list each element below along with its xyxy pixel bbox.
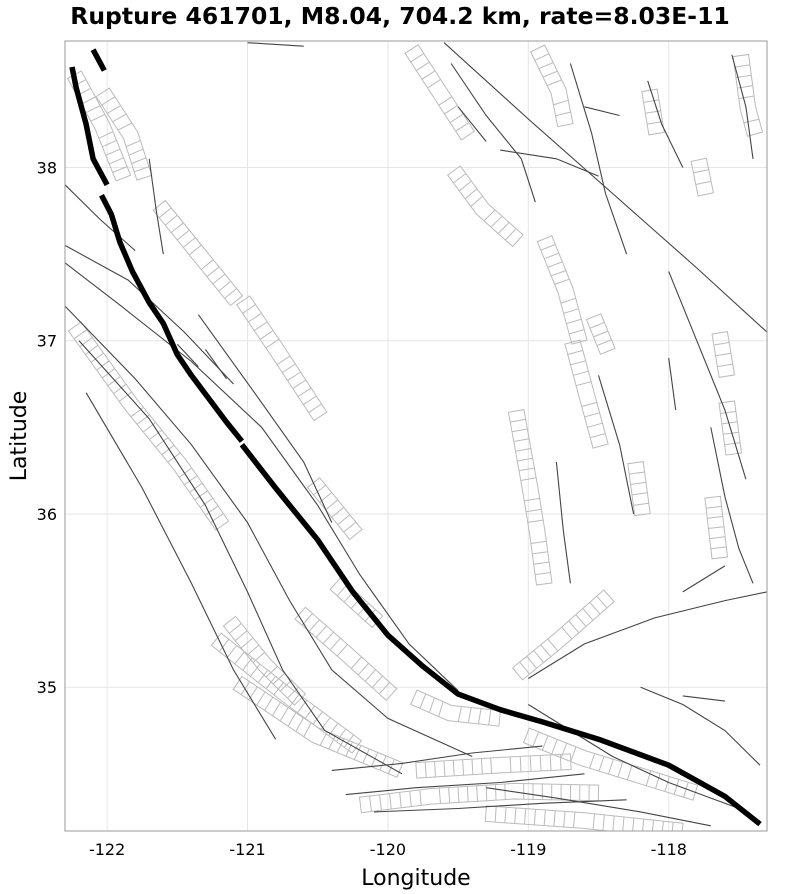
plot-frame [64, 40, 768, 832]
y-tick-label: 38 [37, 158, 57, 177]
fault-trace [682, 695, 725, 702]
fault-trace [331, 745, 543, 771]
rupture-layer [69, 48, 762, 827]
fault-footprint [711, 331, 736, 378]
fault-footprint [232, 675, 404, 778]
fault-footprint [95, 87, 153, 181]
fault-layer [65, 42, 767, 827]
fault-footprint [447, 165, 524, 248]
fault-footprint [294, 606, 398, 702]
fault-trace [668, 271, 747, 480]
fault-footprint [415, 753, 572, 779]
fault-footprint [358, 782, 600, 814]
fault-footprint [690, 157, 714, 197]
x-axis-label: Longitude [361, 866, 470, 891]
fault-footprint [718, 400, 743, 456]
fault-trace [443, 42, 767, 333]
fault-trace [85, 392, 277, 740]
fault-trace [528, 591, 767, 679]
fault-trace [148, 158, 164, 255]
fault-trace [584, 106, 620, 117]
fault-trace [640, 686, 761, 766]
fault-footprint [484, 805, 684, 831]
rupture-trace-stub [90, 48, 107, 72]
fault-footprint [511, 589, 615, 681]
fault-footprint [67, 321, 230, 531]
x-tick-label: -119 [510, 840, 546, 859]
rupture-trace [69, 66, 110, 187]
fault-trace [647, 80, 684, 168]
fault-footprint [585, 313, 616, 355]
fault-trace [668, 357, 677, 411]
fault-footprint [564, 339, 609, 449]
fault-footprint [66, 70, 132, 182]
fault-trace [197, 314, 333, 523]
fault-footprint [530, 44, 574, 128]
y-tick-label: 36 [37, 505, 57, 524]
fault-footprint [522, 727, 699, 801]
fault-footprint [404, 44, 475, 141]
fault-footprint [627, 461, 651, 517]
x-tick-label: -122 [89, 840, 125, 859]
fault-footprint [641, 88, 665, 136]
fault-trace [373, 799, 627, 813]
tick-layer: -122 -121 -120 -119 -118 35 36 37 38 [37, 158, 687, 859]
x-tick-label: -121 [229, 840, 265, 859]
fault-trace [450, 63, 536, 203]
fault-trace [486, 787, 711, 827]
fault-footprint [306, 476, 363, 541]
fault-trace [569, 63, 628, 255]
fault-trace [247, 42, 304, 47]
fault-trace [204, 349, 227, 380]
y-axis-label: Latitude [7, 391, 32, 482]
plot-area [65, 42, 767, 831]
fault-footprint [222, 615, 307, 706]
rupture-trace [99, 193, 245, 443]
fault-trace [710, 427, 754, 584]
fault-trace [345, 773, 585, 796]
fault-trace [65, 262, 459, 692]
fault-footprint [507, 409, 553, 586]
fault-footprint [732, 53, 764, 137]
fault-footprint [210, 632, 363, 754]
y-tick-label: 35 [37, 678, 57, 697]
fault-trace [731, 54, 754, 159]
rupture-trace [239, 443, 762, 827]
fault-footprint [236, 295, 328, 422]
fault-trace [65, 184, 136, 252]
fault-trace [65, 305, 473, 758]
fault-trace [682, 565, 726, 593]
fault-trace [78, 340, 403, 775]
map-title: Rupture 461701, M8.04, 704.2 km, rate=8.… [70, 2, 730, 30]
x-tick-label: -120 [370, 840, 406, 859]
footprint-layer [66, 44, 764, 831]
fault-trace [555, 461, 571, 584]
fault-trace [528, 704, 740, 810]
fault-trace [65, 244, 234, 385]
fault-footprint [704, 495, 729, 560]
grid-layer [65, 41, 767, 831]
y-tick-label: 37 [37, 332, 57, 351]
x-tick-label: -118 [651, 840, 687, 859]
fault-footprint [536, 235, 588, 345]
fault-footprint [152, 199, 244, 307]
fault-trace [176, 343, 199, 368]
fault-trace [457, 106, 487, 142]
fault-trace [597, 375, 635, 515]
fault-trace [500, 149, 599, 177]
